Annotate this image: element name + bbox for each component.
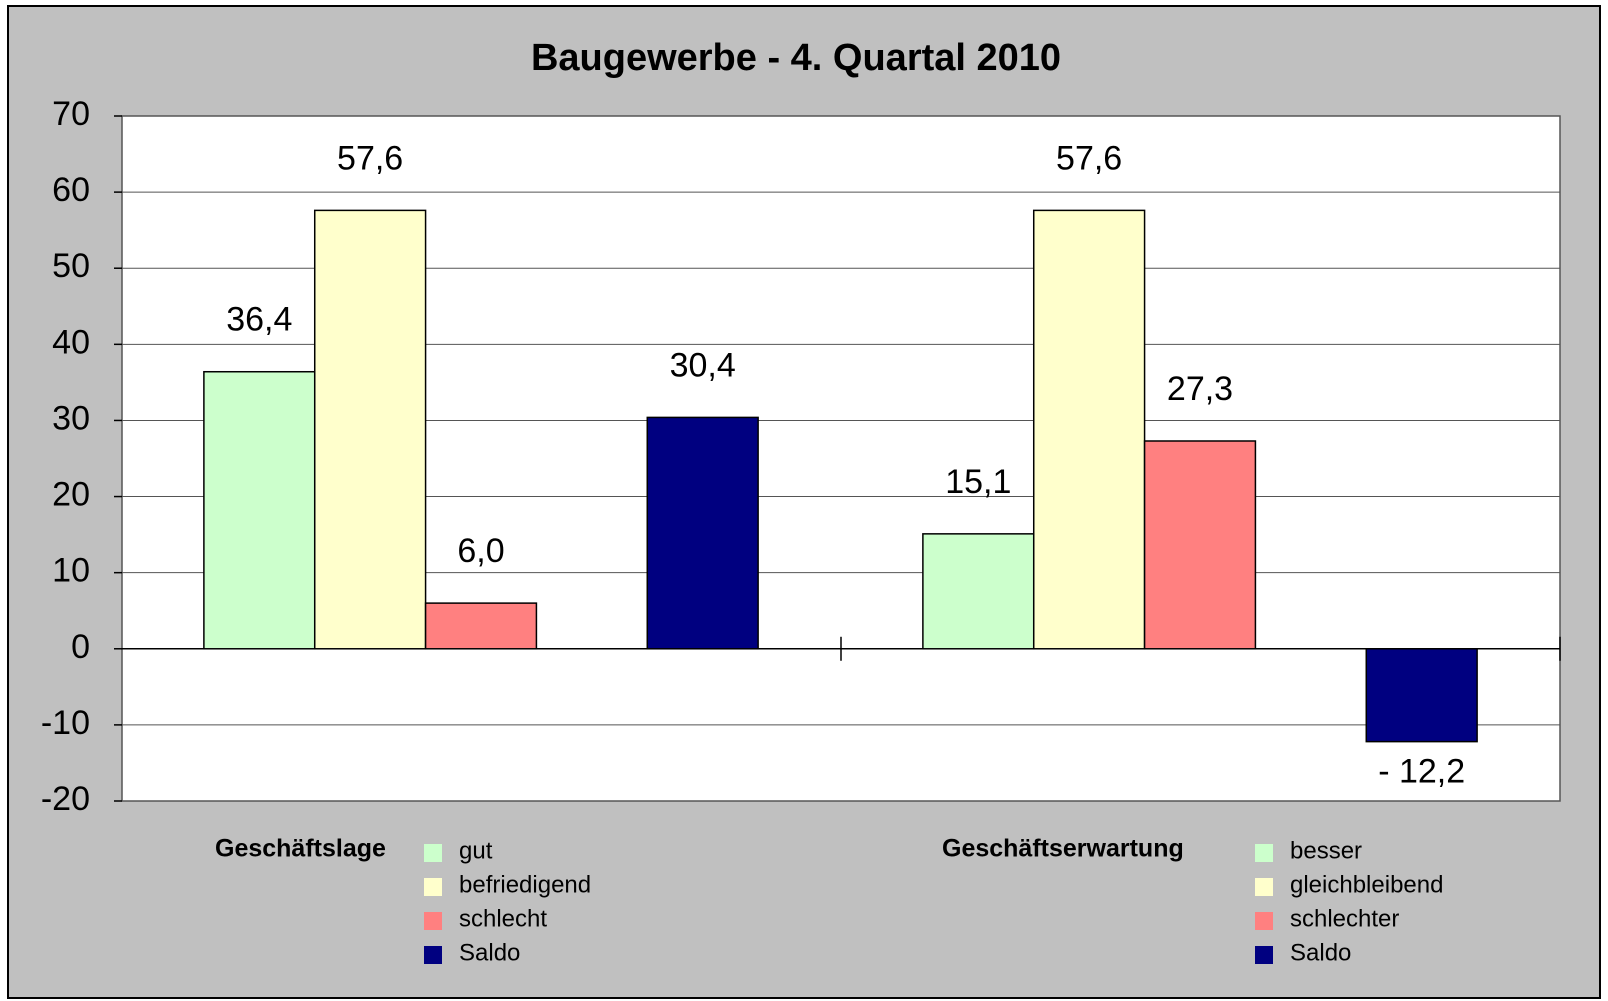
data-label: 36,4 xyxy=(226,301,292,339)
bar xyxy=(313,209,427,650)
legend-swatch xyxy=(1255,844,1273,862)
bar xyxy=(424,602,538,650)
bar xyxy=(1365,648,1478,743)
y-tick-label: 30 xyxy=(52,399,90,437)
y-tick-label: 60 xyxy=(52,171,90,209)
bar xyxy=(922,533,1035,650)
legend-swatch xyxy=(1255,946,1273,964)
legend-label: gleichbleibend xyxy=(1290,871,1443,898)
legend-label: schlechter xyxy=(1290,905,1399,932)
legend-swatch xyxy=(1255,878,1273,896)
data-label: 57,6 xyxy=(337,139,403,177)
legend-label: Saldo xyxy=(459,939,520,966)
legend-label: schlecht xyxy=(459,905,547,932)
y-tick-label: 70 xyxy=(52,95,90,133)
legend-swatch xyxy=(424,844,442,862)
y-tick-label: -20 xyxy=(41,780,90,818)
y-tick-label: 0 xyxy=(71,628,90,666)
legend-swatch xyxy=(424,946,442,964)
legend-group-title: Geschäftslage xyxy=(215,835,386,863)
legend-group-title: Geschäftserwartung xyxy=(942,835,1184,863)
chart-title: Baugewerbe - 4. Quartal 2010 xyxy=(531,37,1061,79)
legend-swatch xyxy=(424,912,442,930)
legend-label: gut xyxy=(459,837,493,864)
data-label: 6,0 xyxy=(457,532,504,570)
data-label: 15,1 xyxy=(945,463,1011,501)
y-tick-label: 50 xyxy=(52,247,90,285)
bar xyxy=(1143,440,1257,650)
data-label: - 12,2 xyxy=(1378,753,1465,791)
legend-swatch xyxy=(1255,912,1273,930)
legend-label: besser xyxy=(1290,837,1362,864)
bar xyxy=(1032,209,1146,650)
data-label: 57,6 xyxy=(1056,139,1122,177)
legend-label: befriedigend xyxy=(459,871,591,898)
bar xyxy=(203,370,316,650)
legend-swatch xyxy=(424,878,442,896)
y-tick-label: -10 xyxy=(41,704,90,742)
y-tick-label: 40 xyxy=(52,323,90,361)
bar xyxy=(646,416,759,650)
data-label: 27,3 xyxy=(1167,370,1233,408)
y-tick-label: 10 xyxy=(52,552,90,590)
data-label: 30,4 xyxy=(670,346,736,384)
legend-label: Saldo xyxy=(1290,939,1351,966)
y-tick-label: 20 xyxy=(52,476,90,514)
